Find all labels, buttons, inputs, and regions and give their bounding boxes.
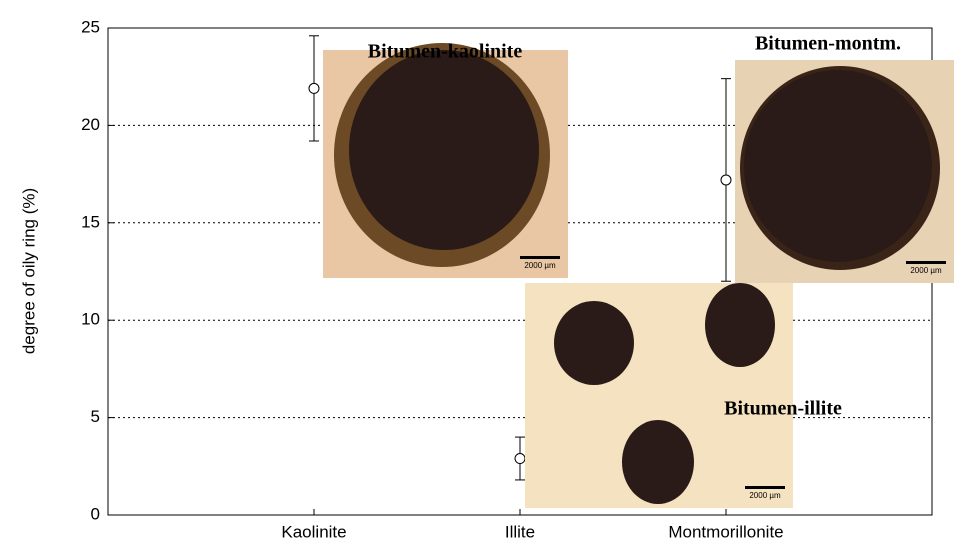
inset-label: Bitumen-kaolinite	[368, 41, 523, 63]
y-tick-label: 5	[91, 407, 100, 426]
scale-label: 2000 µm	[749, 491, 781, 500]
y-tick-label: 15	[81, 212, 100, 231]
y-tick-label: 25	[81, 17, 100, 36]
x-tick-label: Illite	[505, 522, 535, 541]
y-tick-label: 10	[81, 310, 100, 329]
inset-photo: 2000 µm Bitumen-kaolinite	[323, 41, 568, 278]
bitumen-drop	[349, 50, 539, 250]
x-tick-label: Kaolinite	[281, 522, 346, 541]
scale-bar	[745, 486, 785, 489]
x-tick-label: Montmorillonite	[668, 522, 783, 541]
marker	[514, 453, 526, 465]
bitumen-drop	[744, 70, 932, 262]
bitumen-drop	[705, 283, 775, 367]
bitumen-drop	[554, 301, 634, 385]
bitumen-drop	[622, 420, 694, 504]
scale-label: 2000 µm	[524, 261, 556, 270]
marker	[308, 82, 320, 94]
scale-bar	[520, 256, 560, 259]
scale-bar	[906, 261, 946, 264]
inset-photo: 2000 µm Bitumen-illite	[525, 283, 842, 508]
marker	[720, 174, 732, 186]
y-tick-label: 20	[81, 115, 100, 134]
inset-label: Bitumen-illite	[724, 398, 842, 420]
scale-label: 2000 µm	[910, 266, 942, 275]
y-tick-label: 0	[91, 504, 100, 523]
inset-label: Bitumen-montm.	[755, 33, 901, 55]
y-axis-label: degree of oily ring (%)	[19, 188, 38, 354]
inset-photo: 2000 µm Bitumen-montm.	[735, 33, 954, 283]
